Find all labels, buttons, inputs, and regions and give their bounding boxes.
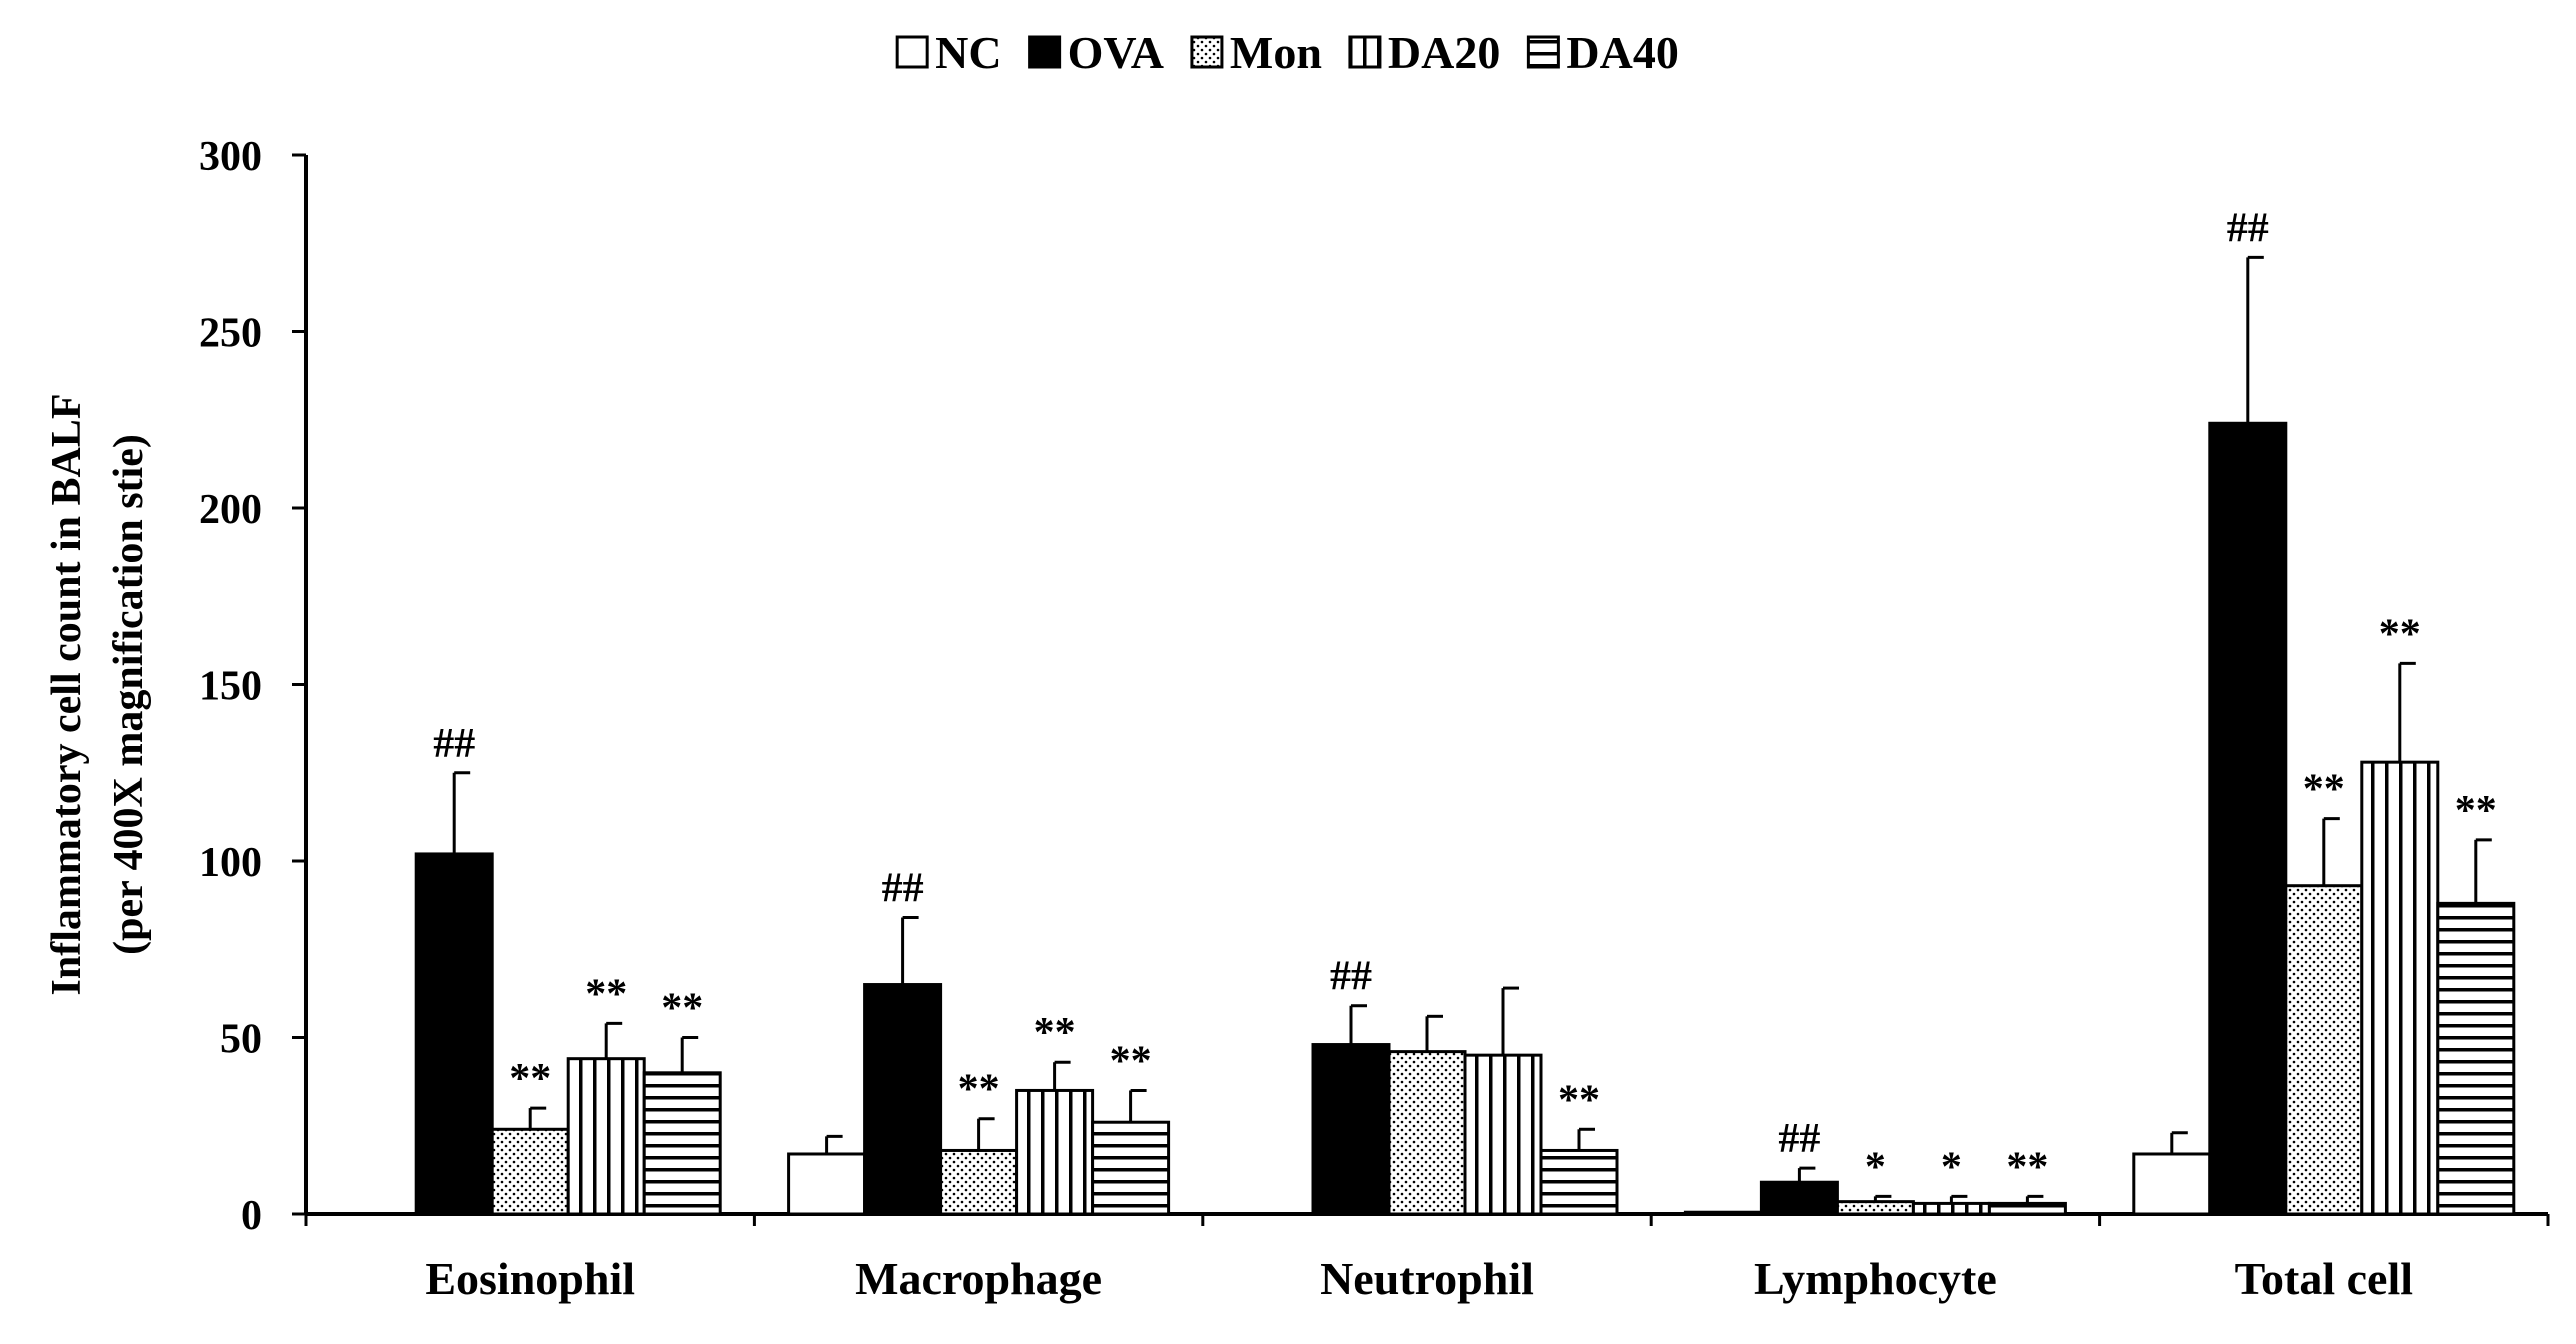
significance-annotation: **: [2455, 788, 2497, 834]
bar-da40-lymphocyte: [1987, 1201, 2067, 1216]
bar-nc-total-cell: [2132, 1152, 2212, 1216]
bar-da40-macrophage: [1091, 1120, 1171, 1216]
legend-label-nc: NC: [935, 27, 1001, 78]
bar-mon-eosinophil: [490, 1127, 570, 1216]
y-tick-label: 150: [199, 664, 262, 710]
bar-da20-lymphocyte: [1911, 1201, 1991, 1216]
bar-da40-neutrophil: [1539, 1148, 1619, 1216]
bar-da20-neutrophil: [1463, 1053, 1543, 1216]
y-tick-label: 0: [241, 1193, 262, 1239]
significance-annotation: **: [2006, 1144, 2048, 1190]
bar-da20-eosinophil: [566, 1057, 646, 1216]
y-tick-label: 300: [199, 134, 262, 180]
significance-annotation: *: [1941, 1144, 1962, 1190]
significance-annotation: **: [958, 1067, 1000, 1113]
x-tick-label: Total cell: [2235, 1253, 2413, 1304]
significance-annotation: **: [2379, 611, 2421, 657]
x-tick-label: Macrophage: [855, 1253, 1102, 1304]
bar-ova-lymphocyte: [1759, 1180, 1839, 1216]
x-tick-label: Neutrophil: [1320, 1253, 1534, 1304]
legend: NC OVA Mon DA20 DA40: [895, 27, 1679, 78]
legend-swatch-da20: [1348, 35, 1382, 69]
significance-annotation: **: [585, 971, 627, 1017]
significance-annotation: ##: [2227, 205, 2269, 251]
y-axis-label-line: Inflammatory cell count in BALF: [44, 394, 90, 996]
bar-mon-neutrophil: [1387, 1050, 1467, 1216]
significance-annotation: **: [1110, 1038, 1152, 1084]
significance-annotation: **: [661, 986, 703, 1032]
significance-annotation: ##: [1330, 954, 1372, 1000]
significance-annotation: ##: [1778, 1116, 1820, 1162]
y-axis-label: Inflammatory cell count in BALF (per 400X…: [44, 394, 152, 996]
bar-da40-eosinophil: [642, 1071, 722, 1216]
y-tick-label: 200: [199, 487, 262, 533]
significance-annotation: ##: [433, 721, 475, 767]
significance-annotation: **: [1558, 1077, 1600, 1123]
bar-nc-macrophage: [787, 1152, 867, 1216]
legend-swatch-ova: [1028, 35, 1062, 69]
bar-da40-total-cell: [2436, 901, 2516, 1216]
y-tick-label: 100: [199, 840, 262, 886]
y-tick-label: 50: [220, 1017, 262, 1063]
significance-annotation: ##: [882, 865, 924, 911]
legend-swatch-mon: [1190, 35, 1224, 69]
bar-mon-lymphocyte: [1835, 1200, 1915, 1216]
legend-label-ova: OVA: [1068, 27, 1164, 78]
bars: ##**** **##******##**##* * **##******: [414, 205, 2516, 1216]
bar-mon-total-cell: [2284, 884, 2364, 1216]
significance-annotation: **: [1034, 1010, 1076, 1056]
bar-ova-total-cell: [2208, 421, 2288, 1216]
y-tick-label: 250: [199, 311, 262, 357]
x-axis-labels: Eosinophil Macrophage Neutrophil Lymphocyte…: [425, 1253, 2413, 1304]
legend-label-mon: Mon: [1230, 27, 1322, 78]
legend-label-da40: DA40: [1566, 27, 1678, 78]
significance-annotation: **: [509, 1056, 551, 1102]
x-tick-label: Lymphocyte: [1754, 1253, 1997, 1304]
y-axis-label-line: (per 400X magnification stie): [106, 434, 152, 955]
significance-annotation: *: [1865, 1144, 1886, 1190]
x-tick-label: Eosinophil: [425, 1253, 635, 1304]
bar-da20-total-cell: [2360, 760, 2440, 1216]
bar-mon-macrophage: [939, 1148, 1019, 1216]
legend-swatch-da40: [1526, 35, 1560, 69]
legend-label-da20: DA20: [1388, 27, 1500, 78]
bar-ova-macrophage: [863, 983, 943, 1216]
bar-da20-macrophage: [1015, 1088, 1095, 1216]
bar-ova-eosinophil: [414, 852, 494, 1216]
bar-ova-neutrophil: [1311, 1043, 1391, 1216]
bar-nc-lymphocyte: [1683, 1210, 1763, 1216]
legend-swatch-nc: [895, 35, 929, 69]
significance-annotation: **: [2303, 767, 2345, 813]
